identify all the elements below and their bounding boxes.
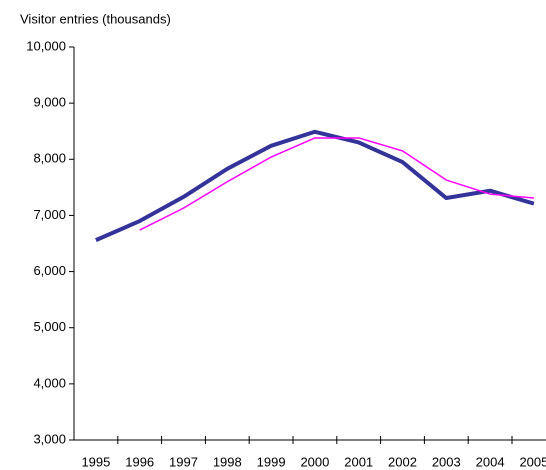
x-tick-label: 2000 — [300, 454, 329, 469]
y-tick-label: 6,000 — [33, 263, 66, 278]
x-tick-label: 2002 — [388, 454, 417, 469]
x-tick-label: 1999 — [257, 454, 286, 469]
x-tick-label: 1997 — [169, 454, 198, 469]
y-tick-label: 7,000 — [33, 207, 66, 222]
x-tick-label: 2003 — [432, 454, 461, 469]
y-tick-label: 4,000 — [33, 375, 66, 390]
x-tick-label: 1998 — [213, 454, 242, 469]
y-tick-label: 3,000 — [33, 431, 66, 446]
y-tick-label: 10,000 — [26, 38, 66, 53]
series-line — [95, 129, 535, 242]
y-tick-label: 9,000 — [33, 95, 66, 110]
y-tick-label: 5,000 — [33, 319, 66, 334]
x-tick-label: 1996 — [125, 454, 154, 469]
axis-title: Visitor entries (thousands) — [20, 11, 171, 26]
series-line — [139, 137, 534, 231]
x-tick-label: 2004 — [476, 454, 505, 469]
x-tick-label: 1995 — [81, 454, 110, 469]
y-tick-label: 8,000 — [33, 151, 66, 166]
x-tick-label: 2005 — [519, 454, 546, 469]
x-tick-label: 2001 — [344, 454, 373, 469]
